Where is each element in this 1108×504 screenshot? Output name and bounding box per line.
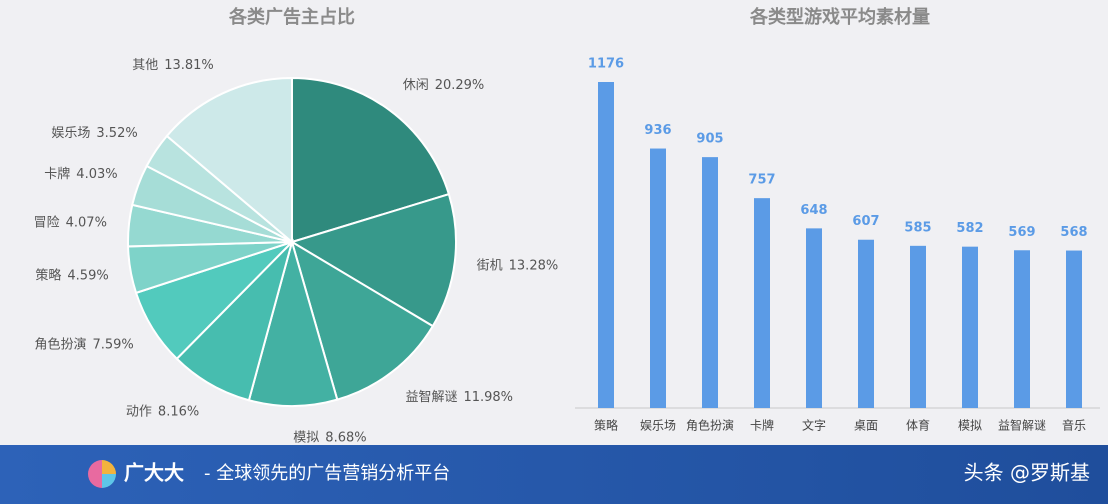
bar xyxy=(1066,250,1082,408)
pie-label: 街机 13.28% xyxy=(477,258,559,273)
pie-slice xyxy=(291,76,451,244)
x-tick-label: 音乐 xyxy=(1062,418,1086,433)
bar-value-label: 936 xyxy=(644,123,671,138)
bar xyxy=(910,245,926,408)
bar xyxy=(702,157,718,408)
pie-label: 冒险 4.07% xyxy=(34,215,107,230)
footer-brand: 广大大 xyxy=(124,461,184,485)
pie-slice xyxy=(289,192,457,328)
pie-label: 角色扮演 7.59% xyxy=(34,336,133,352)
bar-value-label: 568 xyxy=(1060,225,1087,240)
bar xyxy=(598,82,614,408)
pie-label-value: 4.03% xyxy=(76,167,117,182)
bar xyxy=(806,228,822,408)
pie-label: 其他 13.81% xyxy=(132,57,214,72)
pie-label-value: 13.81% xyxy=(164,57,214,72)
bar-value-label: 757 xyxy=(748,173,775,188)
bar xyxy=(1014,250,1030,408)
pie-label-value: 11.98% xyxy=(463,389,513,404)
pie-label-name: 策略 xyxy=(35,267,61,283)
pie-label: 娱乐场 3.52% xyxy=(51,125,137,140)
chart-title: 各类广告主占比 xyxy=(228,6,355,28)
bar xyxy=(962,246,978,408)
footer-slogan: - 全球领先的广告营销分析平台 xyxy=(204,463,450,484)
x-tick-label: 桌面 xyxy=(854,419,878,433)
x-tick-label: 体育 xyxy=(906,418,930,433)
pie-label-name: 休闲 xyxy=(403,78,429,93)
x-tick-label: 模拟 xyxy=(958,419,982,433)
x-tick-label: 卡牌 xyxy=(750,419,774,433)
footer-credit: 头条 @罗斯基 xyxy=(964,461,1090,485)
pie-label-value: 3.52% xyxy=(96,125,137,140)
bar-value-label: 1176 xyxy=(588,57,624,72)
pie-label: 卡牌 4.03% xyxy=(44,166,117,182)
pie-label-name: 动作 xyxy=(126,404,152,419)
bar xyxy=(754,198,770,408)
x-tick-label: 娱乐场 xyxy=(640,419,676,433)
pie-label-value: 8.68% xyxy=(325,430,366,445)
pie-label-name: 益智解谜 xyxy=(405,389,457,404)
bar-value-label: 905 xyxy=(696,132,723,147)
pie-label: 休闲 20.29% xyxy=(403,78,485,93)
pie-label-name: 模拟 xyxy=(293,430,319,445)
pie-slice xyxy=(247,238,339,407)
footer-band xyxy=(0,445,1108,504)
bar-value-label: 582 xyxy=(956,221,983,236)
pie-label-value: 20.29% xyxy=(435,78,485,93)
bar-value-label: 607 xyxy=(852,214,879,229)
pie-label-name: 冒险 xyxy=(34,215,60,230)
pie-label-value: 7.59% xyxy=(92,337,133,352)
pie-label-value: 4.07% xyxy=(66,215,107,230)
pie-label-name: 其他 xyxy=(132,57,158,72)
chart-title: 各类型游戏平均素材量 xyxy=(749,6,930,28)
pie-slice xyxy=(165,76,293,245)
pie-label-name: 娱乐场 xyxy=(51,125,90,140)
pie-label: 模拟 8.68% xyxy=(293,430,366,445)
x-tick-label: 策略 xyxy=(594,418,618,433)
bar-value-label: 648 xyxy=(800,203,827,218)
pie-slice xyxy=(290,239,435,401)
bar xyxy=(650,148,666,408)
pie-label-value: 4.59% xyxy=(67,268,108,283)
pie-label-name: 卡牌 xyxy=(44,166,70,182)
x-tick-label: 角色扮演 xyxy=(686,418,734,433)
pie-label-value: 8.16% xyxy=(158,404,199,419)
x-tick-label: 文字 xyxy=(802,418,826,433)
pie-label: 策略 4.59% xyxy=(35,267,108,283)
pie-label: 动作 8.16% xyxy=(126,404,199,419)
bar-value-label: 569 xyxy=(1008,225,1035,240)
pie-label-name: 角色扮演 xyxy=(34,336,86,352)
x-tick-label: 益智解谜 xyxy=(998,418,1046,433)
bar xyxy=(858,239,874,408)
pie-label-name: 街机 xyxy=(477,258,503,273)
pie-label: 益智解谜 11.98% xyxy=(405,389,513,404)
bar-value-label: 585 xyxy=(904,220,931,235)
footer-logo xyxy=(88,460,116,488)
pie-label-value: 13.28% xyxy=(509,258,559,273)
